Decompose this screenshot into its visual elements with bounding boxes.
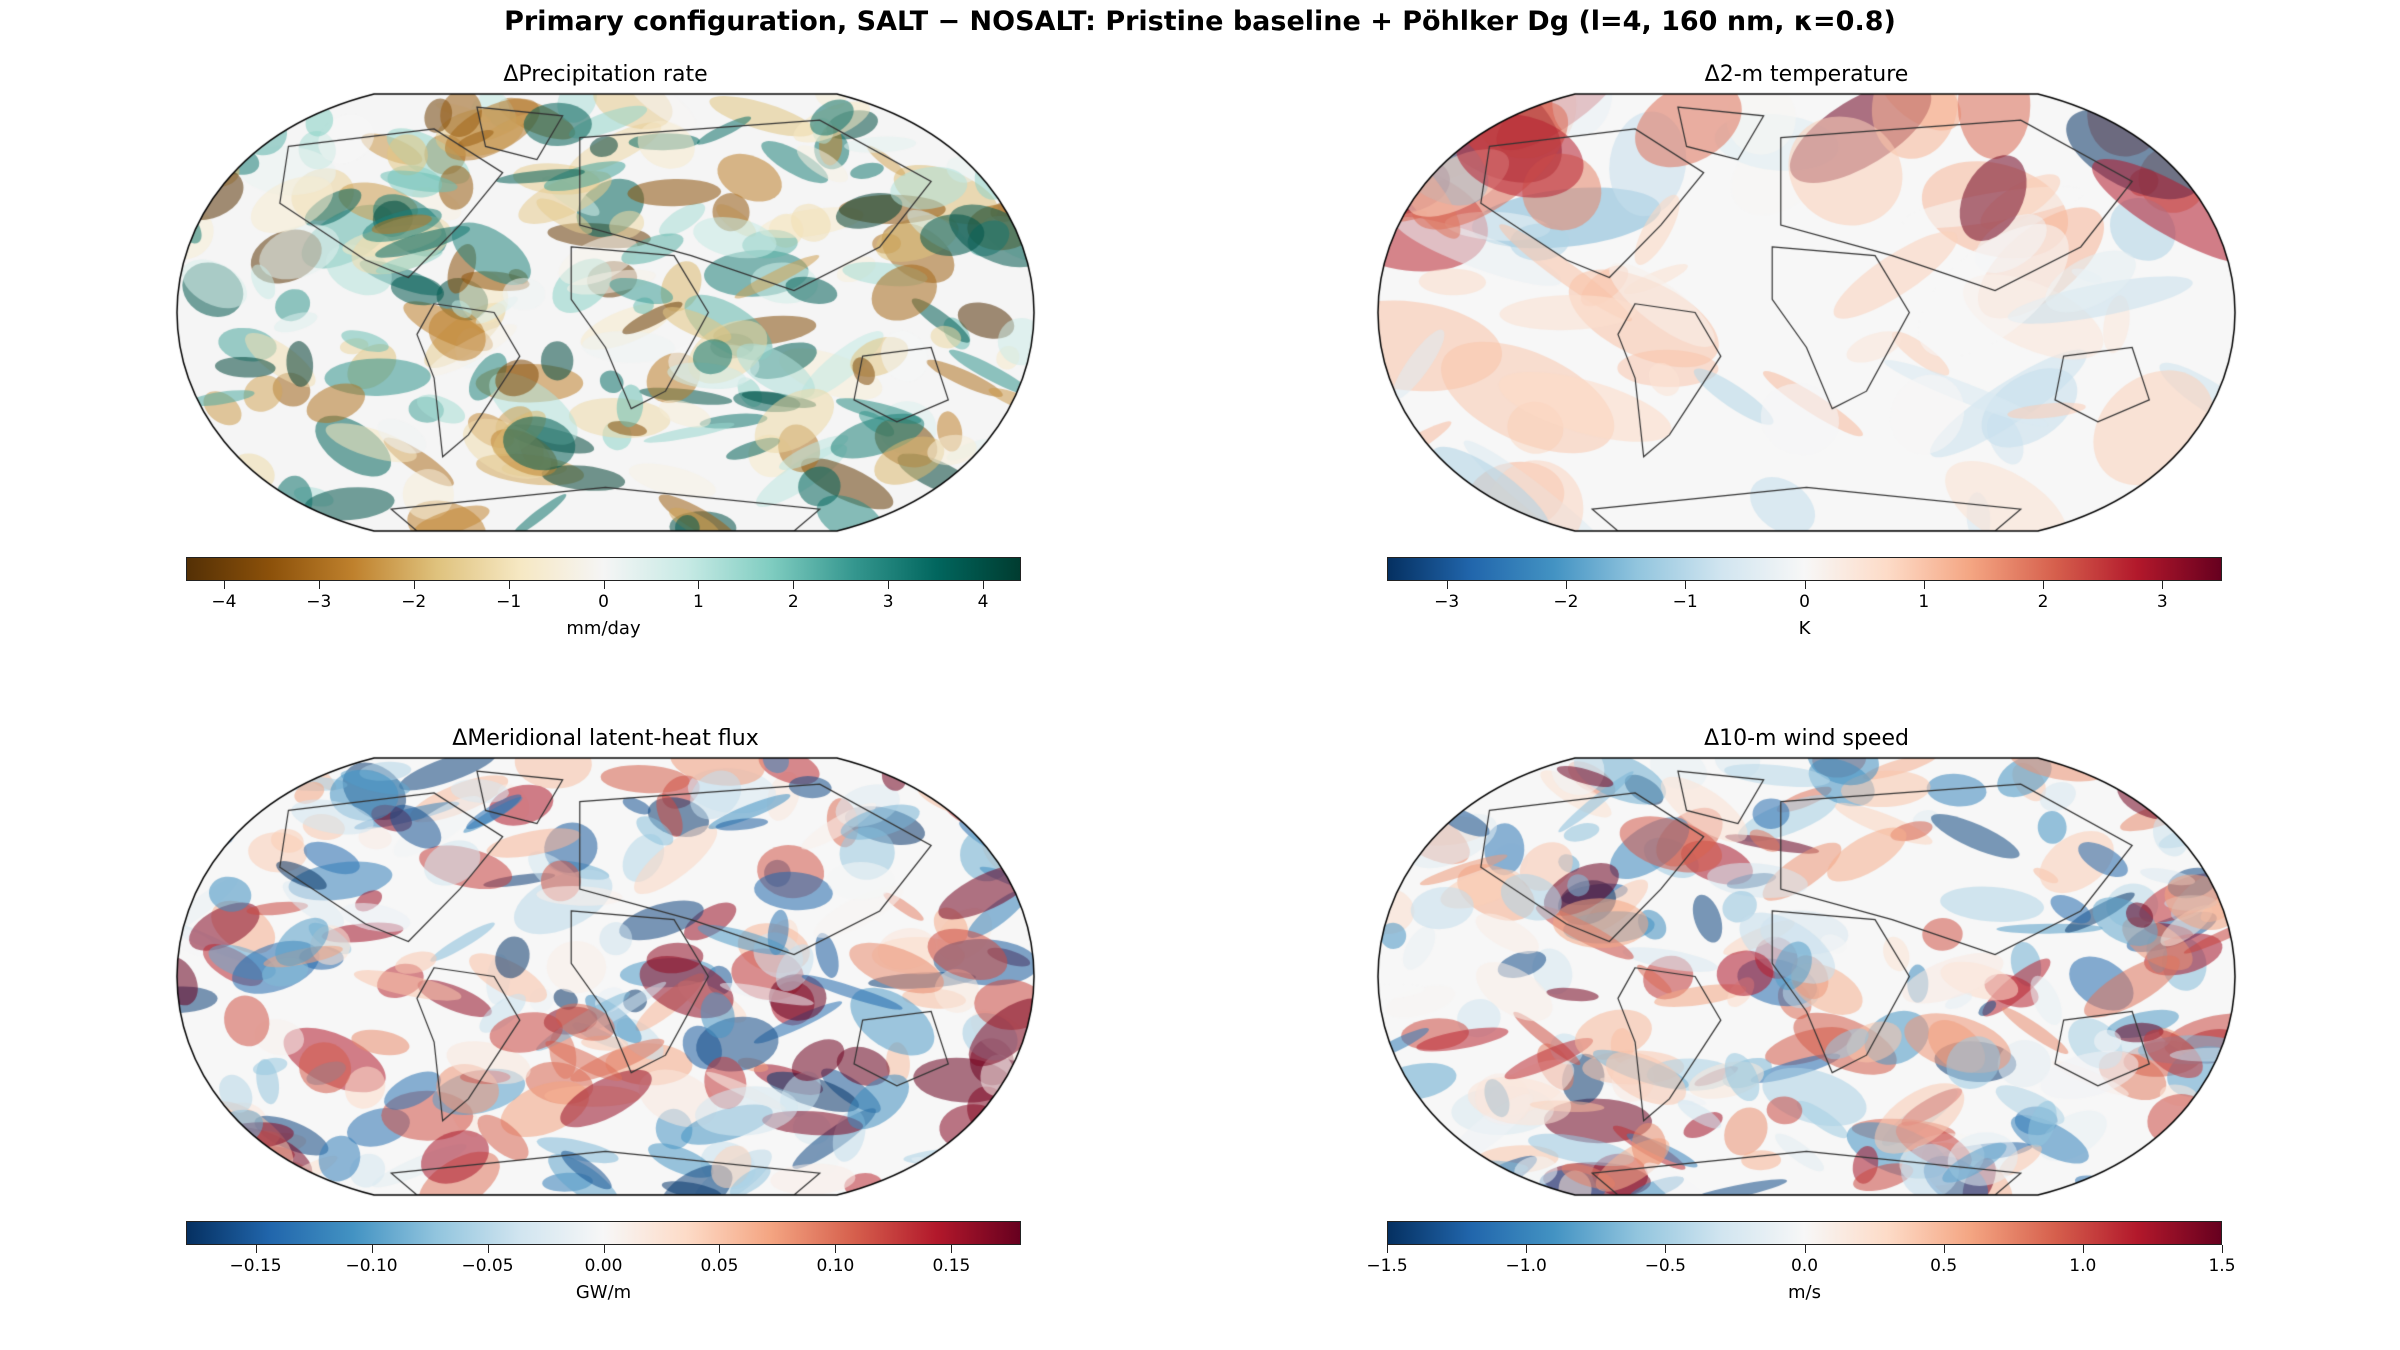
colorbar-tick-label: 0 xyxy=(598,592,609,612)
colorbar-tick xyxy=(1446,581,1448,589)
colorbar-label: GW/m xyxy=(575,1282,632,1303)
colorbar-label: m/s xyxy=(1788,1282,1821,1303)
colorbar-tick-label: −0.5 xyxy=(1644,1256,1686,1276)
colorbar-tick xyxy=(1804,581,1806,589)
colorbar-tick-label: −3 xyxy=(306,592,332,612)
colorbar-tick-label: −3 xyxy=(1434,592,1460,612)
figure-title: Primary configuration, SALT − NOSALT: Pr… xyxy=(504,6,1896,37)
colorbar-tick-label: −1 xyxy=(496,592,522,612)
colorbar-tick xyxy=(698,581,700,589)
colorbar xyxy=(186,1221,1021,1245)
colorbar-tick xyxy=(223,581,225,589)
map-field-3 xyxy=(175,756,1036,1197)
colorbar-tick-label: 0.00 xyxy=(584,1256,623,1276)
colorbar-tick-label: −0.15 xyxy=(229,1256,282,1276)
colorbar-tick-label: 1 xyxy=(1918,592,1930,612)
colorbar xyxy=(186,557,1021,581)
colorbar-label: mm/day xyxy=(566,618,641,639)
colorbar-tick-label: 0 xyxy=(1799,592,1810,612)
colorbar-tick xyxy=(1685,581,1687,589)
colorbar-tick-label: 0.0 xyxy=(1790,1256,1819,1276)
colorbar-tick-label: −2 xyxy=(1553,592,1579,612)
colorbar-tick xyxy=(2222,1245,2223,1253)
colorbar xyxy=(1387,1221,2222,1245)
colorbar-tick xyxy=(951,1245,953,1253)
colorbar-tick xyxy=(835,1245,837,1253)
subplot-title: Δ2-m temperature xyxy=(1704,62,1909,87)
colorbar-tick-label: 0.15 xyxy=(932,1256,971,1276)
colorbar-tick-label: −1 xyxy=(1672,592,1698,612)
colorbar-tick-label: 1 xyxy=(692,592,704,612)
colorbar-tick xyxy=(508,581,510,589)
colorbar-tick xyxy=(2082,1245,2084,1253)
colorbar xyxy=(1387,557,2222,581)
subplot-title: Δ10-m wind speed xyxy=(1704,726,1909,751)
colorbar-tick xyxy=(2162,581,2164,589)
colorbar-tick xyxy=(1565,581,1567,589)
colorbar-tick xyxy=(888,581,890,589)
colorbar-tick xyxy=(255,1245,257,1253)
map-field-1 xyxy=(175,92,1036,533)
colorbar-tick-label: −1.0 xyxy=(1505,1256,1547,1276)
colorbar-tick-label: 0.05 xyxy=(700,1256,739,1276)
colorbar-tick xyxy=(1526,1245,1528,1253)
colorbar-tick xyxy=(1387,1245,1388,1253)
colorbar-tick xyxy=(603,581,605,589)
colorbar-tick xyxy=(793,581,795,589)
colorbar-tick xyxy=(603,1245,605,1253)
colorbar-tick xyxy=(983,581,985,589)
colorbar-tick xyxy=(371,1245,373,1253)
colorbar-tick-label: 1.5 xyxy=(2208,1256,2236,1276)
colorbar-tick-label: −4 xyxy=(211,592,237,612)
map-field-2 xyxy=(1376,92,2237,533)
colorbar-tick xyxy=(413,581,415,589)
colorbar-tick xyxy=(487,1245,489,1253)
colorbar-tick-label: −0.05 xyxy=(461,1256,514,1276)
colorbar-tick xyxy=(1923,581,1925,589)
colorbar-tick-label: 2 xyxy=(2037,592,2049,612)
colorbar-tick xyxy=(2043,581,2045,589)
colorbar-tick-label: −2 xyxy=(401,592,427,612)
subplot-title: ΔPrecipitation rate xyxy=(503,62,708,87)
map-field-4 xyxy=(1376,756,2237,1197)
colorbar-tick xyxy=(1943,1245,1945,1253)
colorbar-tick-label: −1.5 xyxy=(1366,1256,1408,1276)
colorbar-tick-label: 0.10 xyxy=(816,1256,855,1276)
colorbar-label: K xyxy=(1798,618,1811,639)
colorbar-tick-label: −0.10 xyxy=(345,1256,398,1276)
colorbar-tick-label: 4 xyxy=(977,592,989,612)
colorbar-tick-label: 3 xyxy=(882,592,894,612)
colorbar-tick-label: 1.0 xyxy=(2069,1256,2097,1276)
colorbar-tick xyxy=(1804,1245,1806,1253)
colorbar-tick-label: 0.5 xyxy=(1930,1256,1958,1276)
colorbar-tick xyxy=(719,1245,721,1253)
colorbar-tick xyxy=(318,581,320,589)
colorbar-tick-label: 2 xyxy=(787,592,799,612)
colorbar-tick xyxy=(1665,1245,1667,1253)
subplot-title: ΔMeridional latent-heat flux xyxy=(452,726,759,751)
colorbar-tick-label: 3 xyxy=(2156,592,2168,612)
